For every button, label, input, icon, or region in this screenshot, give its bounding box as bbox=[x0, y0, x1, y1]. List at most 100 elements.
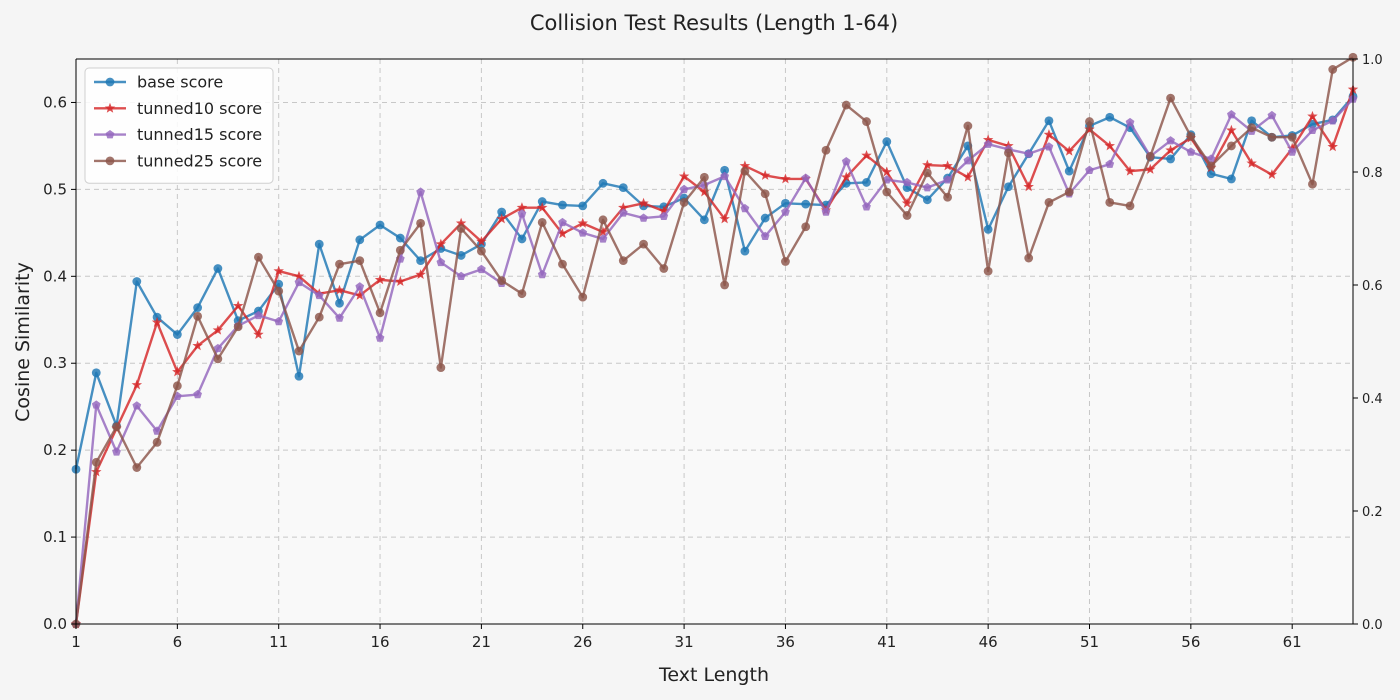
data-point bbox=[1247, 116, 1257, 126]
legend-marker bbox=[105, 156, 115, 166]
data-point bbox=[151, 316, 163, 327]
legend-marker bbox=[105, 77, 115, 87]
data-point bbox=[476, 246, 486, 256]
x-tick-label: 11 bbox=[269, 633, 288, 651]
data-point bbox=[335, 298, 344, 308]
x-axis-title: Text Length bbox=[658, 664, 769, 686]
data-point bbox=[1085, 117, 1094, 126]
data-point bbox=[1043, 129, 1055, 140]
data-point bbox=[901, 197, 913, 208]
data-point bbox=[132, 463, 142, 472]
data-point bbox=[91, 457, 101, 467]
legend-label: tunned15 score bbox=[137, 125, 262, 144]
data-point bbox=[922, 159, 933, 170]
data-point bbox=[639, 213, 648, 222]
data-point bbox=[781, 198, 790, 208]
data-point bbox=[355, 235, 365, 245]
y-tick-label: 0.6 bbox=[43, 93, 67, 111]
x-tick-label: 56 bbox=[1181, 633, 1200, 651]
series-tunned10-score bbox=[70, 83, 1359, 629]
data-point bbox=[1206, 154, 1216, 163]
data-point bbox=[618, 183, 628, 193]
data-point bbox=[1044, 142, 1054, 151]
data-point bbox=[598, 215, 608, 225]
data-point bbox=[1327, 141, 1338, 152]
legend-item: base score bbox=[94, 73, 223, 92]
data-point bbox=[1266, 169, 1278, 180]
data-point bbox=[416, 187, 425, 196]
data-point bbox=[740, 166, 750, 176]
data-point bbox=[1186, 147, 1196, 156]
y2-tick-label: 0.0 bbox=[1362, 618, 1383, 633]
data-point bbox=[274, 316, 284, 326]
legend-marker bbox=[105, 130, 115, 139]
series-line bbox=[74, 98, 1354, 625]
data-point bbox=[335, 313, 344, 322]
data-point bbox=[91, 400, 101, 409]
data-point bbox=[598, 178, 608, 188]
data-point bbox=[862, 117, 871, 126]
data-point bbox=[983, 224, 993, 234]
data-point bbox=[902, 211, 912, 220]
data-point bbox=[537, 218, 547, 227]
data-point bbox=[841, 171, 852, 182]
legend-item: tunned25 score bbox=[94, 151, 262, 170]
data-point bbox=[193, 311, 203, 321]
data-point bbox=[294, 277, 304, 287]
x-tick-label: 31 bbox=[675, 633, 694, 651]
data-point bbox=[760, 189, 770, 199]
x-tick-label: 36 bbox=[776, 633, 795, 651]
data-point bbox=[962, 171, 974, 182]
data-point bbox=[212, 324, 224, 335]
legend-box bbox=[84, 67, 274, 184]
axes: 1 6 11 16 21 26 31 36 41 46 51 56 610.00.10.20.30.40… bbox=[43, 53, 1383, 651]
data-point bbox=[841, 156, 851, 166]
data-point bbox=[1004, 182, 1013, 192]
data-point bbox=[395, 233, 405, 243]
data-point bbox=[578, 292, 588, 302]
data-point bbox=[558, 200, 567, 210]
data-point bbox=[497, 207, 507, 217]
data-point bbox=[132, 277, 142, 286]
data-point bbox=[1166, 93, 1175, 103]
data-point bbox=[1105, 159, 1115, 168]
data-point bbox=[476, 236, 487, 246]
data-point bbox=[497, 276, 507, 286]
data-point bbox=[1246, 157, 1257, 168]
y-tick-label: 0.1 bbox=[43, 528, 67, 546]
data-point bbox=[537, 197, 547, 206]
data-point bbox=[213, 343, 223, 353]
data-point bbox=[355, 256, 365, 266]
data-point bbox=[577, 217, 588, 228]
legend-label: tunned25 score bbox=[137, 151, 262, 170]
data-point bbox=[780, 173, 791, 184]
y-tick-label: 0.4 bbox=[43, 267, 67, 285]
data-point bbox=[639, 239, 648, 249]
data-point bbox=[112, 422, 121, 432]
data-point bbox=[395, 245, 405, 255]
data-point bbox=[720, 171, 730, 181]
data-point bbox=[1124, 165, 1136, 176]
data-point bbox=[557, 228, 568, 239]
data-point bbox=[455, 217, 467, 228]
data-point bbox=[1125, 117, 1135, 127]
data-point bbox=[254, 310, 263, 320]
x-tick-label: 41 bbox=[877, 633, 896, 651]
data-point bbox=[314, 239, 324, 249]
data-point bbox=[881, 166, 893, 177]
data-point bbox=[517, 289, 527, 299]
data-point bbox=[699, 172, 709, 182]
data-point bbox=[273, 265, 284, 276]
data-point bbox=[1145, 163, 1156, 174]
data-point bbox=[963, 156, 973, 165]
data-point bbox=[760, 213, 770, 223]
data-point bbox=[983, 266, 993, 276]
data-point bbox=[112, 447, 121, 456]
legend-label: base score bbox=[137, 73, 223, 92]
data-point bbox=[193, 303, 203, 312]
y-tick-label: 0.3 bbox=[43, 354, 67, 372]
data-point bbox=[416, 218, 425, 228]
legend-marker bbox=[104, 102, 116, 113]
data-point bbox=[1307, 110, 1318, 121]
